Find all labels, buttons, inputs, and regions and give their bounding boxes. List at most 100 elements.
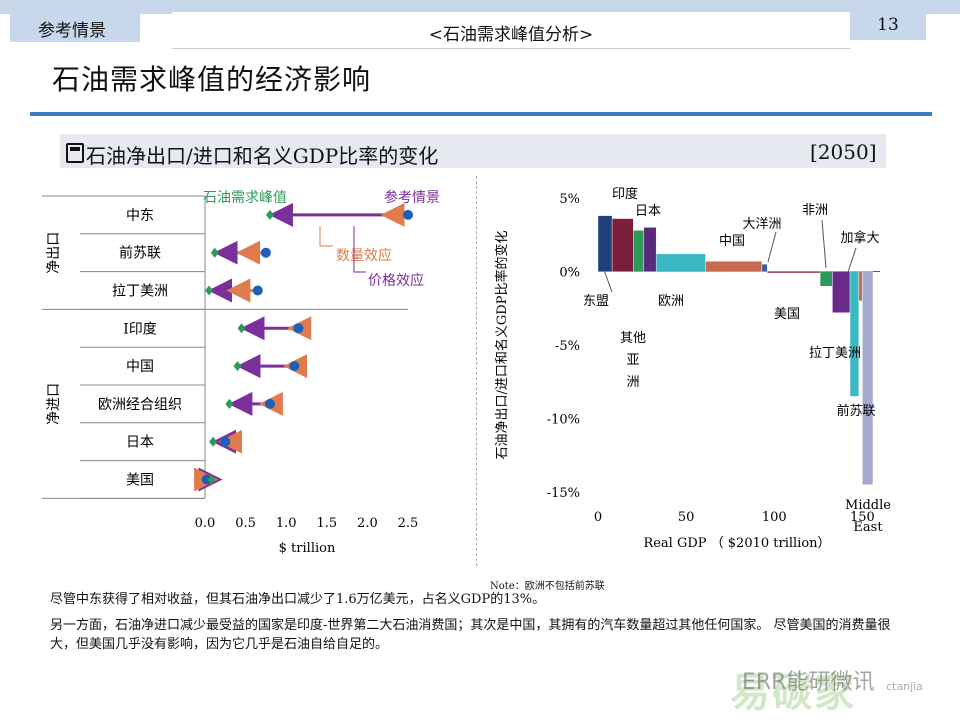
title-rule (30, 112, 932, 116)
bar-欧洲 (655, 253, 706, 272)
peak-marker (233, 361, 242, 372)
peak-marker (205, 285, 214, 296)
bar-前苏联 (849, 271, 860, 397)
chart-subtitle: 石油净出口/进口和名义GDP比率的变化 (86, 144, 439, 168)
row-label: 欧洲经合组织 (98, 397, 182, 413)
bar-东盟 (597, 215, 613, 272)
bar-label: 洲 (626, 375, 639, 390)
x-tick-label: 0.5 (235, 516, 256, 531)
x-tick-label: 0.0 (195, 516, 216, 531)
peak-marker (209, 436, 218, 447)
legend-volume: 数量效应 (336, 247, 392, 264)
reference-marker (220, 436, 231, 447)
bar-label: 加拿大 (840, 230, 879, 246)
reference-marker (264, 398, 275, 409)
bar-拉丁美洲 (832, 271, 851, 313)
row-label: 美国 (126, 473, 154, 489)
middle-east-label-2: East (853, 520, 883, 535)
reference-marker (260, 247, 271, 258)
y-tick-label: -10% (547, 413, 580, 428)
bar-label: 东盟 (583, 294, 609, 309)
header-title: <石油需求峰值分析> (428, 25, 594, 45)
scenario-tag: 参考情景 (10, 10, 140, 42)
page-number-box: 13 (850, 10, 926, 40)
x-tick-label: 0 (594, 510, 602, 525)
bar-label: 印度 (612, 186, 638, 202)
group-label: 净进口 (46, 383, 62, 425)
row-label: I印度 (123, 321, 157, 337)
bar-label: 美国 (774, 307, 800, 322)
peak-marker (265, 209, 274, 220)
chart-divider (476, 176, 477, 566)
peak-marker (225, 398, 234, 409)
watermark-site: ctanjia (886, 680, 923, 693)
bar-非洲 (819, 271, 833, 287)
year-label: [2050] (810, 140, 877, 164)
watermark-text: ERR能研微讯 (742, 670, 875, 695)
bar-label: 前苏联 (836, 403, 875, 419)
x-tick-label: 2.5 (398, 516, 419, 531)
row-label: 拉丁美洲 (112, 284, 168, 300)
row-label: 日本 (126, 435, 154, 451)
subtitle-band (60, 134, 886, 168)
middle-east-label-1: Middle (845, 498, 891, 513)
bar-label: 非洲 (802, 203, 828, 218)
page-title: 石油需求峰值的经济影响 (52, 63, 372, 96)
bar-印度 (611, 218, 634, 272)
footnote: Note：欧洲不包括前苏联 (490, 581, 605, 592)
bar-Middle East (862, 271, 874, 485)
x-tick-label: 2.0 (357, 516, 378, 531)
scenario-tag-text: 参考情景 (38, 21, 106, 41)
bar-label: 拉丁美洲 (809, 346, 861, 361)
leader-africa (821, 219, 827, 269)
bar-label: 日本 (635, 204, 661, 219)
x-tick-label: 150 (850, 510, 875, 525)
legend-volume-leader (319, 226, 333, 247)
page-number: 13 (877, 15, 899, 35)
group-label: 净出口 (46, 232, 62, 274)
bar-label: 其他 (620, 331, 646, 346)
row-label: 前苏联 (119, 245, 161, 262)
bar-label: 大洋洲 (742, 217, 781, 232)
bar-其他亚洲 (643, 227, 657, 272)
reference-marker (293, 323, 304, 334)
bar-加拿大 (858, 271, 863, 302)
bar-label: 欧洲 (658, 294, 684, 309)
reference-marker (252, 285, 263, 296)
x-tick-label: 100 (762, 510, 787, 525)
legend-peak: 石油需求峰值 (203, 190, 287, 206)
leader-asean (603, 269, 613, 293)
x-tick-label: 50 (678, 510, 695, 525)
peak-marker (207, 474, 216, 485)
y-tick-label: -15% (547, 486, 580, 501)
x-tick-label: 1.5 (316, 516, 337, 531)
bar-label: 中国 (719, 234, 745, 249)
y-tick-label: 0% (559, 266, 580, 281)
y-tick-label: 5% (559, 192, 580, 207)
reference-marker (289, 361, 300, 372)
paragraph-1: 尽管中东获得了相对收益，但其石油净出口减少了1.6万亿美元，占名义GDP的13%… (50, 592, 546, 607)
bar-label: 亚 (626, 353, 639, 368)
row-label: 中东 (126, 208, 154, 224)
y-tick-label: -5% (555, 339, 580, 354)
y-axis-title: 石油净出口/进口和名义GDP比率的变化 (494, 231, 510, 460)
bar-中国 (705, 261, 763, 272)
legend-price: 价格效应 (368, 272, 424, 289)
peak-marker (210, 247, 219, 258)
reference-marker (403, 209, 413, 220)
x-tick-label: 1.0 (276, 516, 297, 531)
bar-美国 (767, 271, 821, 274)
peak-marker (237, 323, 246, 334)
leader-oceania (767, 231, 777, 263)
reference-marker (201, 474, 212, 485)
x-axis-title: $ trillion (279, 541, 336, 556)
leader-canada (847, 247, 857, 273)
row-label: 中国 (126, 359, 154, 375)
top-strip (0, 0, 960, 14)
legend-price-leader (353, 226, 366, 273)
paragraph-2: 另一方面，石油净进口减少最受益的国家是印度-世界第二大石油消费国；其次是中国，其… (50, 618, 891, 652)
legend-reference: 参考情景 (384, 189, 440, 206)
header-bar: <石油需求峰值分析> (172, 12, 850, 49)
